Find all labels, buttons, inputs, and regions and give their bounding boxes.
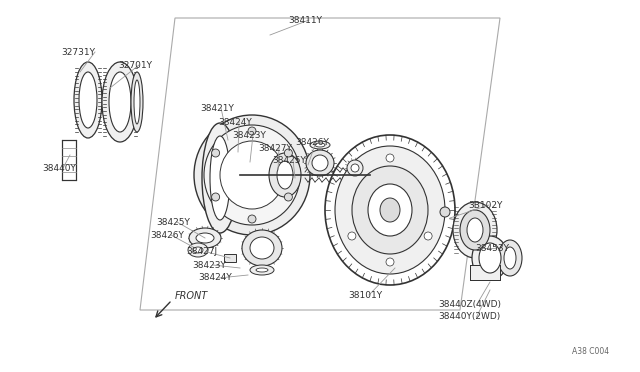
- Ellipse shape: [498, 240, 522, 276]
- Ellipse shape: [277, 161, 293, 189]
- Ellipse shape: [472, 236, 508, 280]
- Ellipse shape: [256, 268, 268, 272]
- Ellipse shape: [242, 230, 282, 266]
- Text: 38423Y: 38423Y: [232, 131, 266, 140]
- Ellipse shape: [131, 72, 143, 132]
- Ellipse shape: [310, 141, 330, 149]
- Ellipse shape: [386, 154, 394, 162]
- Ellipse shape: [202, 123, 238, 233]
- Ellipse shape: [204, 125, 300, 225]
- Ellipse shape: [380, 198, 400, 222]
- Ellipse shape: [269, 153, 301, 197]
- Ellipse shape: [220, 141, 284, 209]
- Text: 38440Z(4WD): 38440Z(4WD): [438, 301, 501, 310]
- Text: 38453Y: 38453Y: [475, 244, 509, 253]
- Ellipse shape: [212, 193, 220, 201]
- Ellipse shape: [453, 202, 497, 258]
- Text: A38 C004: A38 C004: [572, 347, 609, 356]
- Ellipse shape: [335, 146, 445, 274]
- Ellipse shape: [348, 232, 356, 240]
- Ellipse shape: [248, 127, 256, 135]
- Ellipse shape: [193, 247, 203, 253]
- Ellipse shape: [424, 232, 432, 240]
- Ellipse shape: [210, 136, 230, 220]
- Text: 38411Y: 38411Y: [288, 16, 322, 25]
- Ellipse shape: [134, 80, 140, 124]
- Ellipse shape: [189, 228, 221, 248]
- Ellipse shape: [196, 233, 214, 243]
- Ellipse shape: [284, 149, 292, 157]
- Ellipse shape: [306, 150, 334, 176]
- Text: 38440Y: 38440Y: [42, 164, 76, 173]
- Ellipse shape: [315, 143, 325, 147]
- Text: 32731Y: 32731Y: [61, 48, 95, 57]
- Ellipse shape: [188, 243, 208, 257]
- Ellipse shape: [460, 210, 490, 250]
- Ellipse shape: [250, 265, 274, 275]
- Text: 32701Y: 32701Y: [118, 61, 152, 70]
- Ellipse shape: [368, 184, 412, 236]
- Ellipse shape: [325, 135, 455, 285]
- Text: 38424Y: 38424Y: [218, 118, 252, 126]
- Ellipse shape: [212, 149, 220, 157]
- Text: 38427Y: 38427Y: [258, 144, 292, 153]
- Ellipse shape: [74, 62, 102, 138]
- Text: 38421Y: 38421Y: [200, 103, 234, 112]
- Text: 38425Y: 38425Y: [272, 155, 306, 164]
- Ellipse shape: [250, 237, 274, 259]
- Ellipse shape: [248, 215, 256, 223]
- Ellipse shape: [109, 72, 131, 132]
- Text: 38427J: 38427J: [186, 247, 217, 257]
- Text: 38425Y: 38425Y: [156, 218, 190, 227]
- Text: 38424Y: 38424Y: [198, 273, 232, 282]
- Ellipse shape: [284, 193, 292, 201]
- Text: 38426Y: 38426Y: [150, 231, 184, 240]
- Text: 38101Y: 38101Y: [348, 291, 382, 299]
- Bar: [224, 254, 236, 262]
- Ellipse shape: [194, 115, 310, 235]
- Ellipse shape: [479, 243, 501, 273]
- Ellipse shape: [440, 207, 450, 217]
- Ellipse shape: [386, 258, 394, 266]
- Ellipse shape: [351, 164, 359, 172]
- Text: 38423Y: 38423Y: [192, 260, 226, 269]
- Ellipse shape: [79, 72, 97, 128]
- Ellipse shape: [504, 247, 516, 269]
- Ellipse shape: [352, 166, 428, 254]
- Bar: [470, 265, 500, 280]
- Text: 3B102Y: 3B102Y: [468, 201, 502, 209]
- Bar: [62, 140, 76, 180]
- Text: 38426Y: 38426Y: [295, 138, 329, 147]
- Ellipse shape: [467, 218, 483, 242]
- Ellipse shape: [347, 160, 363, 176]
- Text: 38440Y(2WD): 38440Y(2WD): [438, 312, 500, 321]
- Ellipse shape: [102, 62, 138, 142]
- Ellipse shape: [312, 155, 328, 171]
- Text: FRONT: FRONT: [175, 291, 208, 301]
